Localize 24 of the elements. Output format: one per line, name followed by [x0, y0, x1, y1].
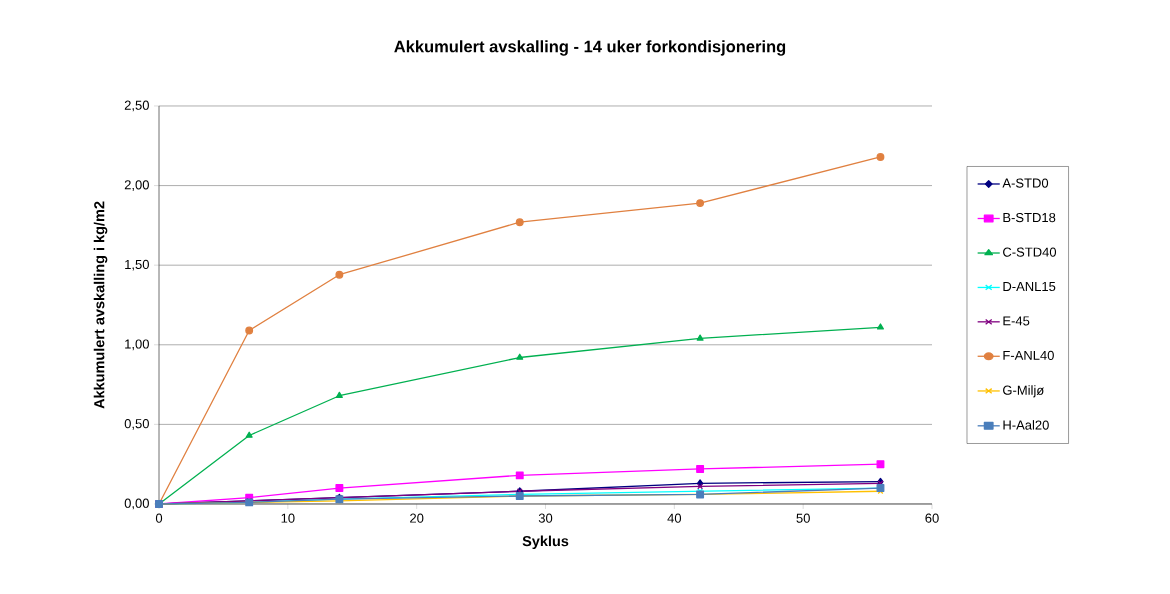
legend-label: D-ANL15	[1003, 282, 1056, 292]
y-tick-label: 0,50	[124, 419, 149, 430]
y-tick-label: 2,00	[124, 180, 149, 191]
x-tick-label: 30	[538, 513, 553, 523]
legend-label: C-STD40	[1003, 247, 1057, 257]
x-tick-label: 40	[667, 513, 682, 523]
x-tick-label: 20	[410, 513, 424, 523]
chart-title: Akkumulert avskalling - 14 uker forkondisjonering	[394, 40, 786, 56]
x-tick-label: 0	[155, 513, 163, 523]
y-tick-label: 2,50	[124, 100, 149, 112]
legend-label: B-STD18	[1003, 212, 1056, 223]
legend-label: G-Miljø	[1003, 385, 1044, 398]
x-tick-label: 50	[796, 513, 810, 523]
y-axis-title: Akkumulert avskalling i kg/m2	[93, 201, 108, 409]
legend-label: E-45	[1003, 316, 1030, 326]
x-tick-label: 10	[281, 513, 295, 523]
y-tick-label: 1,00	[125, 339, 149, 351]
y-tick-label: 1,50	[125, 259, 149, 271]
x-axis-title: Syklus	[522, 535, 569, 550]
legend-label: H-Aal20	[1003, 420, 1049, 430]
legend-label: F-ANL40	[1003, 350, 1054, 360]
x-tick-label: 60	[925, 513, 939, 523]
legend-label: A-STD0	[1002, 178, 1049, 188]
y-tick-label: 0,00	[124, 498, 149, 510]
